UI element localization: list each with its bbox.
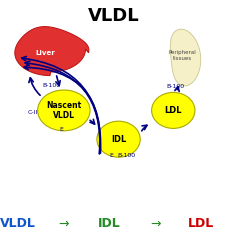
Text: IDL: IDL (111, 135, 126, 144)
Ellipse shape (96, 121, 140, 157)
Text: B-100: B-100 (42, 83, 60, 88)
Text: VLDL: VLDL (88, 7, 139, 25)
Text: E: E (59, 127, 63, 132)
Text: B-100: B-100 (117, 153, 135, 158)
Text: LDL: LDL (164, 106, 181, 115)
Polygon shape (170, 29, 200, 86)
Text: Nascent
VLDL: Nascent VLDL (46, 101, 81, 120)
Text: Liver: Liver (36, 50, 55, 56)
Text: LDL: LDL (187, 217, 213, 230)
Polygon shape (15, 27, 89, 76)
Text: →: → (58, 217, 69, 230)
Text: B-100: B-100 (166, 84, 184, 89)
Ellipse shape (151, 92, 194, 128)
Text: IDL: IDL (98, 217, 120, 230)
Text: VLDL: VLDL (0, 217, 36, 230)
Text: Peripheral
tissues: Peripheral tissues (168, 50, 195, 60)
Text: C-II: C-II (28, 110, 38, 115)
Text: →: → (149, 217, 160, 230)
Ellipse shape (37, 90, 90, 131)
Text: E: E (109, 153, 113, 158)
